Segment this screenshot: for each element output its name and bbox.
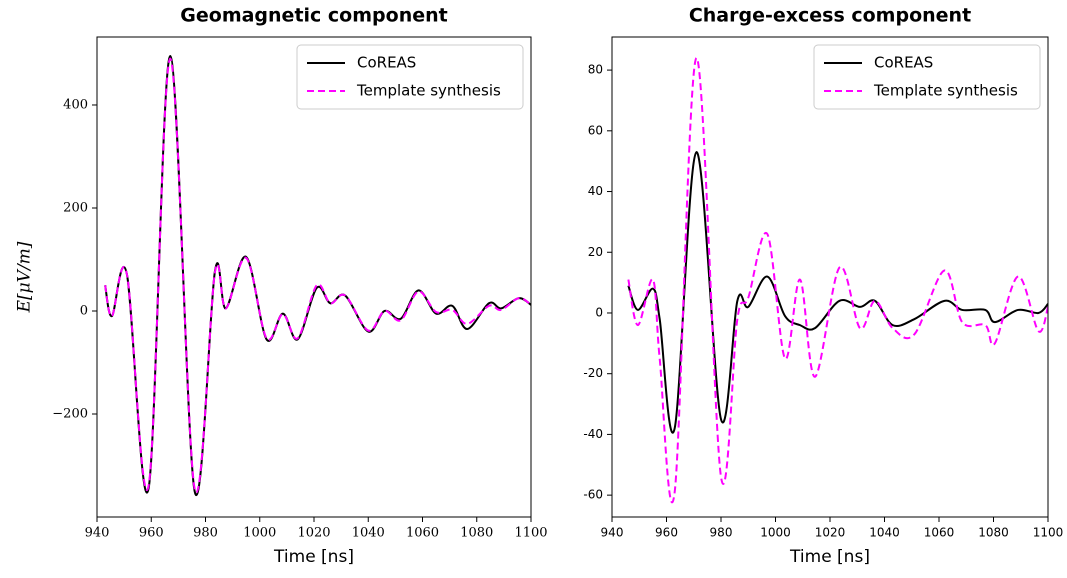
x-tick-label: 1020 [815,526,846,540]
x-tick-label: 940 [601,526,624,540]
plot-area [627,56,1048,504]
panel: Charge-excess component 940 960 980 1000 1020… [583,5,1063,568]
legend-box [813,44,1041,110]
y-tick-label: 60 [588,123,603,137]
y-tick-label: -40 [583,427,603,441]
x-tick-label: 1100 [1033,526,1064,540]
x-tick-label: 1060 [406,526,439,541]
data-line [104,57,531,494]
y-tick-label: 0 [595,305,603,319]
x-tick-label: 1080 [978,526,1009,540]
x-tick-label: 1100 [514,526,547,541]
x-tick-label: 960 [655,526,678,540]
y-tick-label: 0 [80,303,88,318]
y-tick-label: −200 [52,406,88,421]
y-tick-label: 20 [588,245,603,259]
x-axis-label: Time [ns] [273,547,354,567]
chart-title: Charge-excess component [689,5,971,27]
legend-label: Template synthesis [356,82,501,100]
data-line [104,55,531,496]
x-tick-label: 1040 [352,526,385,541]
x-tick-label: 1000 [760,526,791,540]
panel: Geomagnetic component 940 960 980 1000 1020 10… [15,5,548,568]
chart-title: Geomagnetic component [180,5,447,27]
legend-label: Template synthesis [873,82,1018,100]
y-tick-label: 200 [63,200,88,215]
y-axis-label: E[μV/m] [15,241,35,313]
x-tick-label: 1000 [243,526,276,541]
x-tick-label: 1020 [297,526,330,541]
legend-label: CoREAS [874,54,933,72]
x-tick-label: 960 [139,526,164,541]
x-tick-label: 1040 [869,526,900,540]
data-line [627,56,1048,504]
x-tick-label: 940 [85,526,110,541]
legend-box [296,44,524,110]
x-axis-label: Time [ns] [789,547,870,567]
axes-frame [96,36,532,518]
y-tick-label: 40 [588,184,603,198]
axes-frame [611,36,1049,518]
y-tick-label: 80 [588,63,603,77]
y-tick-label: 400 [63,97,88,112]
x-tick-label: 1080 [460,526,493,541]
plot-area [104,55,531,496]
x-tick-label: 980 [193,526,218,541]
x-tick-label: 980 [710,526,733,540]
data-line [627,151,1048,434]
y-tick-label: -20 [583,366,603,380]
y-tick-label: -60 [583,488,603,502]
x-tick-label: 1060 [924,526,955,540]
legend-label: CoREAS [357,54,416,72]
